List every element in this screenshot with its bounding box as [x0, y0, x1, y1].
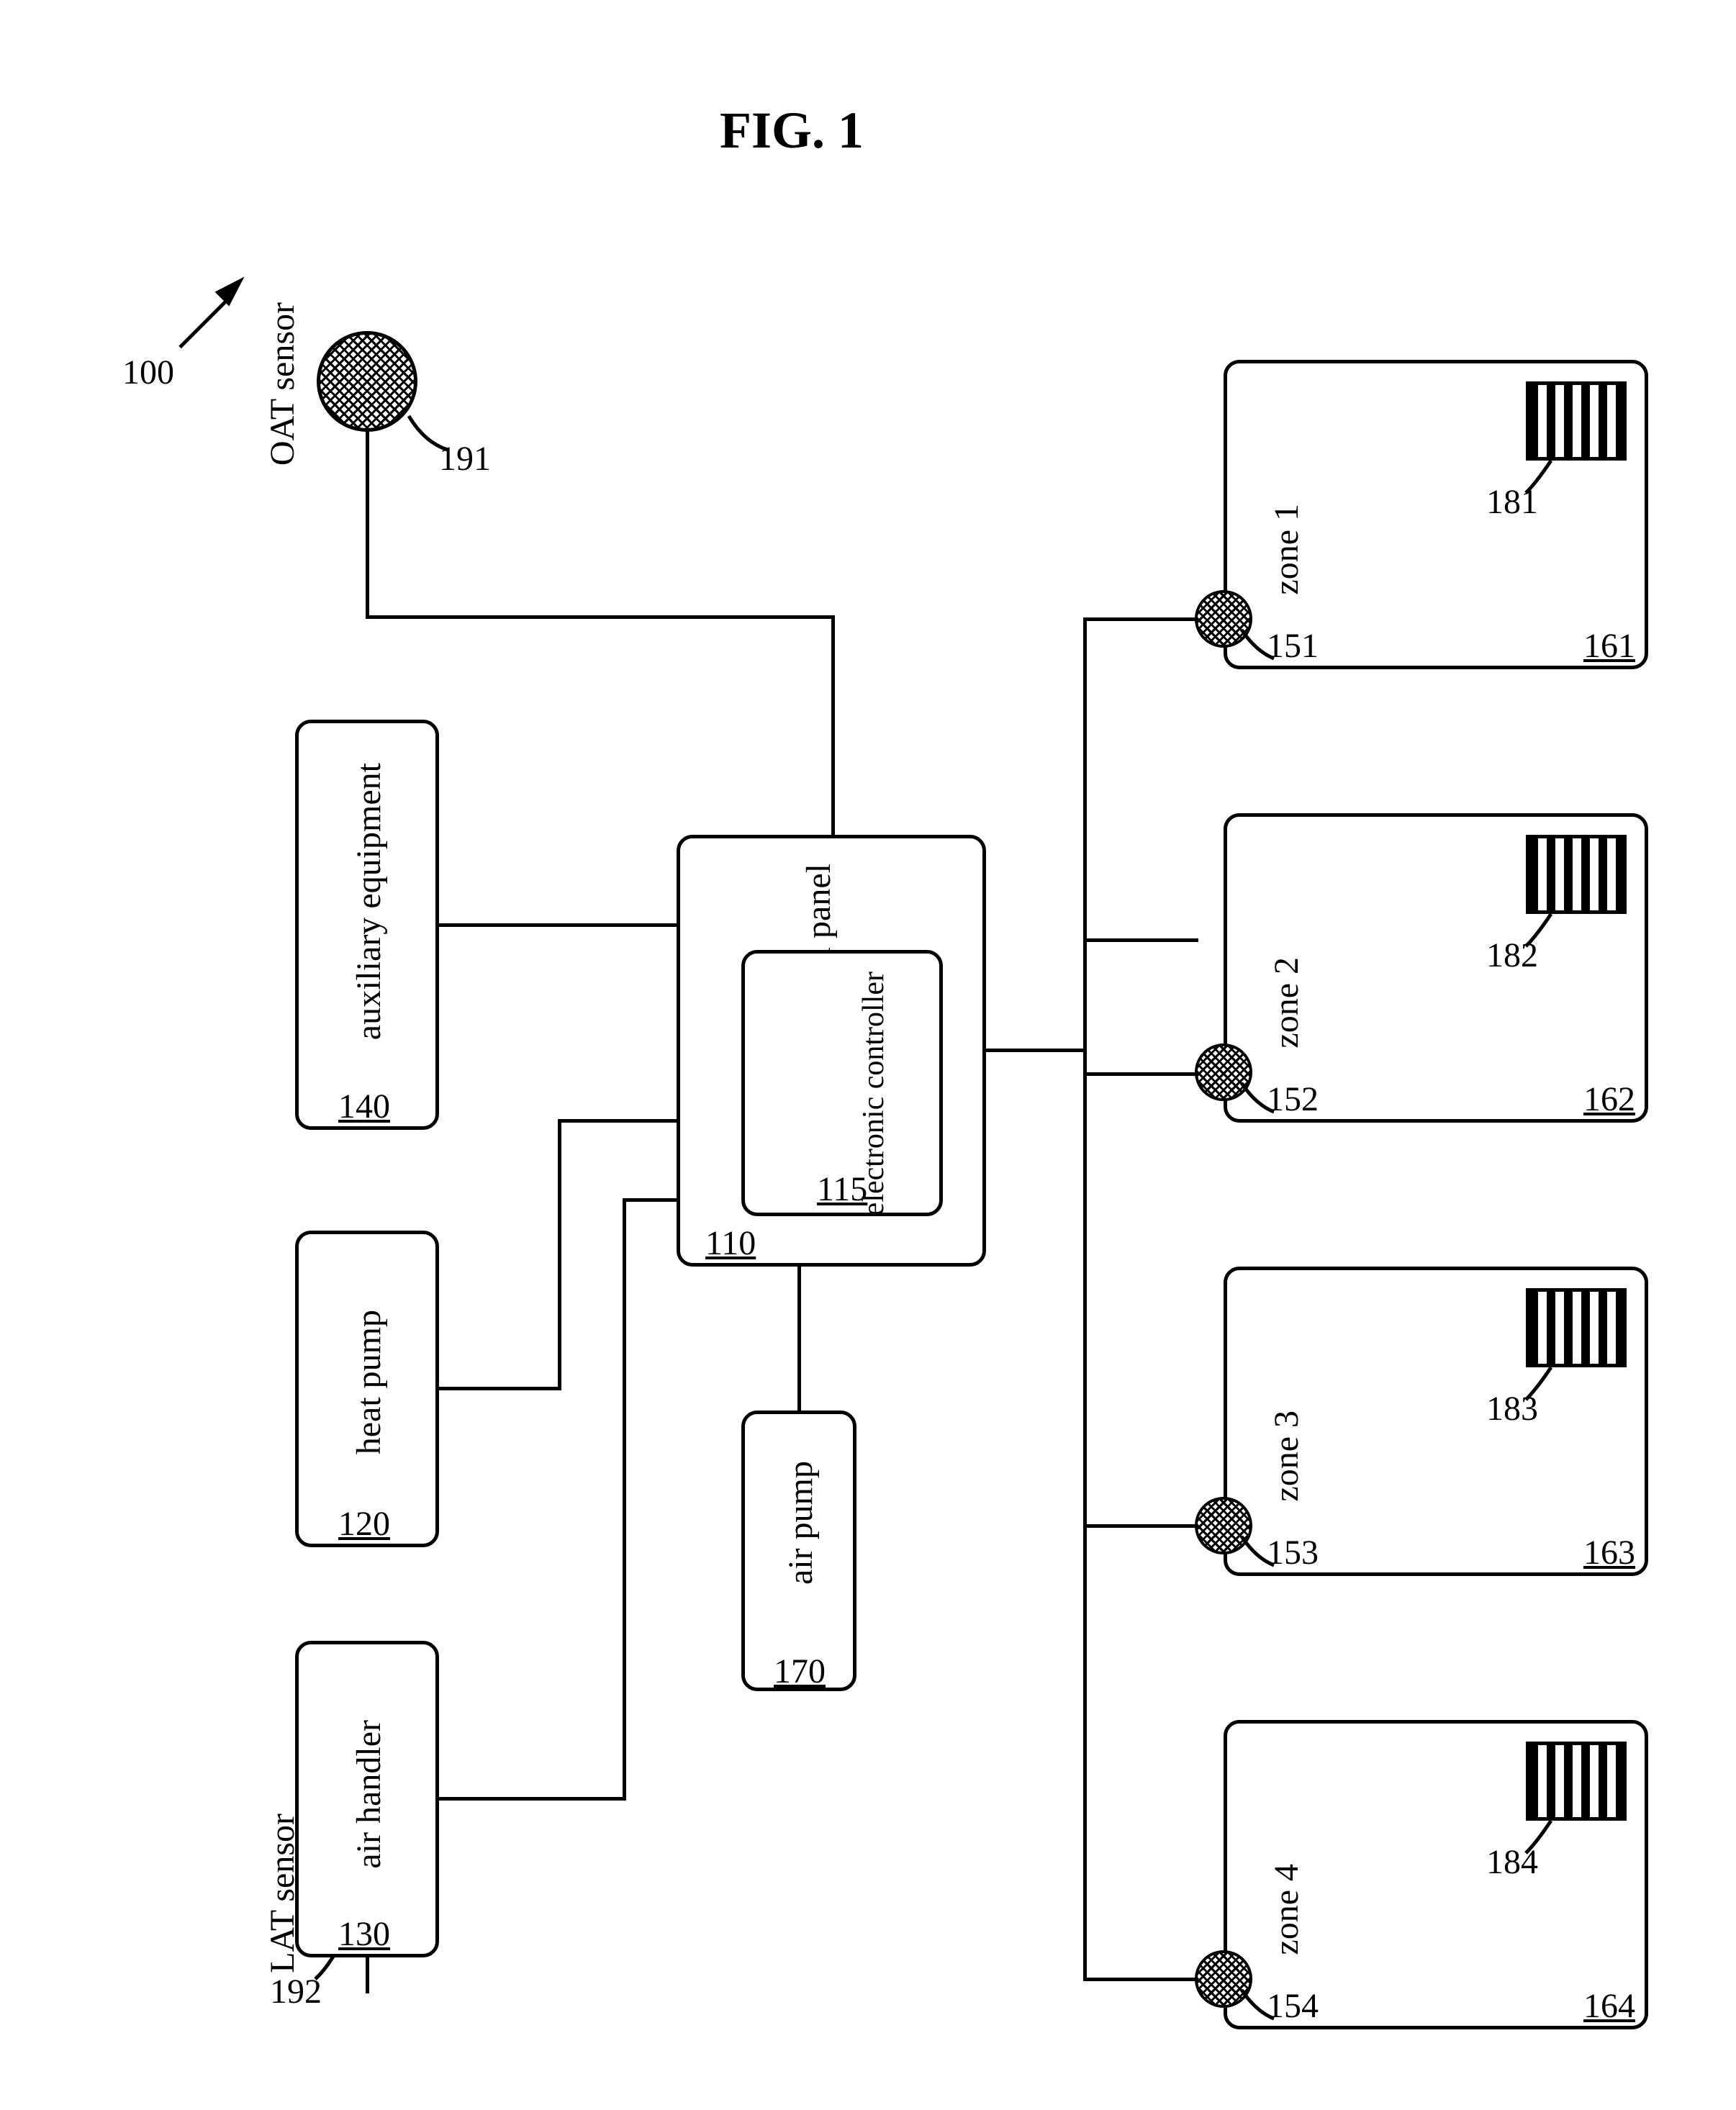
stub-z1 — [1195, 617, 1198, 621]
zone-3-label: zone 3 — [1267, 1411, 1306, 1502]
zone-2-vent-lead — [1522, 910, 1562, 950]
conn-ah-cp-h2 — [623, 1198, 677, 1202]
zone-4-box-ref: 164 — [1583, 1986, 1635, 2026]
bus-z2-v — [1083, 938, 1087, 942]
zone-1-box-ref: 161 — [1583, 626, 1635, 666]
bus-z1 — [1083, 617, 1198, 621]
bus-z2b — [1083, 1072, 1198, 1076]
control-panel-ref: 110 — [705, 1223, 756, 1263]
oat-sensor — [317, 331, 417, 432]
zone-2-vent — [1526, 835, 1627, 914]
heat-pump-label: heat pump — [349, 1310, 389, 1454]
bus-z3 — [1083, 1524, 1198, 1528]
aux-equipment-ref: 140 — [338, 1087, 390, 1126]
zone-3-vent — [1526, 1288, 1627, 1367]
zone-4-sensor-lead — [1238, 1986, 1278, 2026]
oat-sensor-label: OAT sensor — [263, 302, 302, 466]
diagram-canvas: FIG. 1 100 OAT sensor 191 LAT sensor 192… — [0, 0, 1736, 2110]
zone-3-sensor-lead — [1238, 1533, 1278, 1572]
conn-lat-ah — [366, 1957, 369, 1993]
conn-oat-cp-v — [366, 432, 369, 619]
system-ref-lead — [178, 300, 227, 348]
zone-3-vent-lead — [1522, 1364, 1562, 1403]
zone-3-box-ref: 163 — [1583, 1533, 1635, 1572]
conn-hp-cp-h — [439, 1387, 561, 1390]
conn-ap-cp — [797, 1267, 801, 1411]
bus-vertical — [1083, 617, 1087, 1980]
electronic-controller-ref: 115 — [817, 1169, 867, 1209]
zone-2-sensor-lead — [1238, 1079, 1278, 1119]
bus-z4 — [1083, 1978, 1198, 1981]
zone-1-vent-lead — [1522, 457, 1562, 497]
system-ref-arrow — [215, 270, 252, 307]
zone-4-label: zone 4 — [1267, 1864, 1306, 1955]
oat-ref-lead — [403, 410, 453, 461]
aux-equipment-label: auxiliary equipment — [349, 763, 389, 1040]
zone-4-vent-lead — [1522, 1817, 1562, 1857]
bus-z2 — [1083, 938, 1198, 942]
zone-1-label: zone 1 — [1267, 504, 1306, 595]
zone-4-vent — [1526, 1742, 1627, 1821]
conn-cp-bus-h — [986, 1049, 1087, 1052]
conn-hp-cp-v — [558, 1119, 561, 1390]
air-handler-ref: 130 — [338, 1914, 390, 1954]
conn-hp-cp-h2 — [558, 1119, 677, 1123]
air-handler-label: air handler — [349, 1720, 389, 1869]
conn-ah-cp-h — [439, 1797, 626, 1801]
heat-pump-ref: 120 — [338, 1504, 390, 1544]
conn-aux-cp — [439, 923, 677, 927]
system-ref: 100 — [122, 353, 174, 392]
figure-title: FIG. 1 — [720, 101, 864, 160]
zone-1-vent — [1526, 381, 1627, 461]
air-pump-ref: 170 — [774, 1652, 826, 1691]
conn-oat-cp-h — [366, 615, 835, 619]
zone-2-label: zone 2 — [1267, 957, 1306, 1049]
conn-oat-cp-v2 — [831, 615, 835, 835]
conn-ah-cp-v — [623, 1198, 626, 1801]
air-pump-label: air pump — [781, 1461, 820, 1585]
zone-2-box-ref: 162 — [1583, 1079, 1635, 1119]
zone-1-sensor-lead — [1238, 626, 1278, 666]
